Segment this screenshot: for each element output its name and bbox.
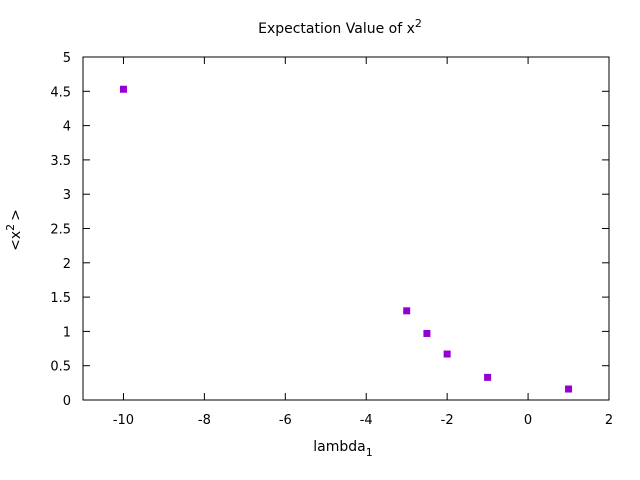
x-tick-label: 2 bbox=[605, 413, 613, 428]
x-tick-label: -10 bbox=[113, 413, 134, 428]
data-point bbox=[443, 350, 451, 358]
y-tick-label: 0.5 bbox=[50, 360, 71, 375]
y-tick-label: 0 bbox=[63, 394, 71, 409]
data-point bbox=[565, 385, 573, 393]
chart-title: Expectation Value of x2 bbox=[258, 17, 422, 37]
y-tick-label: 2 bbox=[63, 257, 71, 272]
x-tick-label: -4 bbox=[360, 413, 373, 428]
x-tick-label: -8 bbox=[198, 413, 211, 428]
x-tick-label: -6 bbox=[279, 413, 292, 428]
y-tick-label: 3 bbox=[63, 188, 71, 203]
x-tick-label: 0 bbox=[524, 413, 532, 428]
y-axis-label: <x2> bbox=[4, 209, 24, 251]
data-point bbox=[403, 307, 411, 315]
x-axis-label: lambda1 bbox=[313, 439, 372, 459]
data-point bbox=[119, 85, 127, 93]
x-tick-label: -2 bbox=[441, 413, 454, 428]
data-point bbox=[423, 329, 431, 337]
y-tick-label: 4 bbox=[63, 120, 71, 135]
ticks bbox=[83, 56, 610, 401]
y-tick-label: 5 bbox=[63, 51, 71, 66]
plot-frame bbox=[82, 56, 610, 401]
data-point bbox=[484, 373, 492, 381]
tick-labels: -10 -8 -6 -4 -2 0 2 0 0.5 1 1.5 2 2.5 3 3.5 4 4.5 5 bbox=[50, 51, 613, 428]
y-tick-label: 4.5 bbox=[50, 85, 71, 100]
y-tick-label: 1.5 bbox=[50, 291, 71, 306]
data-points bbox=[119, 85, 573, 393]
y-tick-label: 1 bbox=[63, 325, 71, 340]
y-tick-label: 3.5 bbox=[50, 154, 71, 169]
y-tick-label: 2.5 bbox=[50, 223, 71, 238]
